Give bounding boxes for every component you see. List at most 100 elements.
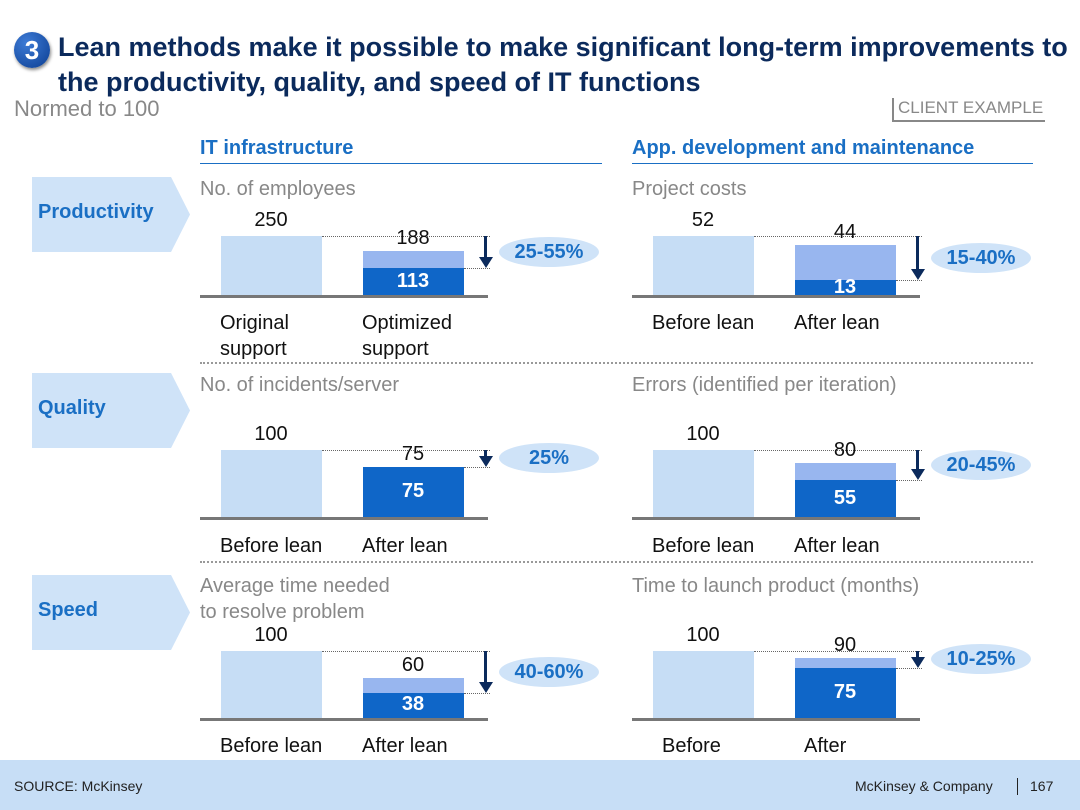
bar-after-optimized: [795, 480, 896, 517]
category-label: Original support: [220, 312, 289, 360]
value-label-after-optimized: 55: [833, 486, 857, 509]
row-label-text: Speed: [38, 599, 99, 621]
arrow-head-icon: [910, 269, 925, 281]
bar-after-optimized: [795, 667, 896, 718]
value-label-after-optimized: 75: [401, 479, 425, 502]
reference-line: [322, 651, 490, 652]
x-axis-line: [632, 718, 920, 721]
reference-line: [322, 450, 490, 451]
value-label-after-optimized: 113: [396, 269, 430, 292]
bar-before: [221, 651, 322, 718]
reference-line: [896, 667, 922, 669]
reference-line: [754, 236, 922, 237]
value-label-after-optimized: 75: [833, 680, 857, 703]
arrow-head-icon: [478, 681, 493, 693]
reduction-arrow-icon: [916, 450, 919, 471]
row-divider: [200, 561, 1033, 563]
client-example-tag: CLIENT EXAMPLE: [892, 98, 1046, 122]
bar-after-optimized: [363, 692, 464, 718]
subtitle: Normed to 100: [14, 96, 160, 121]
category-label: Before lean: [220, 535, 323, 557]
value-label-after-total: 44: [833, 221, 857, 244]
arrow-head-icon: [478, 257, 493, 269]
row-label-speed: Speed: [32, 575, 190, 650]
reference-line: [464, 692, 490, 694]
bar-after-optimized: [363, 268, 464, 295]
arrow-head-icon: [910, 469, 925, 481]
footer-bar: [0, 760, 1080, 810]
x-axis-line: [200, 718, 488, 721]
reference-line: [896, 280, 922, 282]
reference-line: [896, 480, 922, 482]
page-number: 167: [1017, 778, 1053, 795]
improvement-badge: 20-45%: [931, 450, 1031, 481]
reference-line: [754, 651, 922, 652]
category-label: Before: [662, 735, 721, 757]
category-label: Before lean: [652, 535, 755, 557]
x-axis-line: [632, 295, 920, 298]
category-label: After lean: [362, 535, 448, 557]
reduction-arrow-icon: [916, 651, 919, 658]
x-axis-line: [200, 517, 488, 520]
reference-line: [464, 466, 490, 468]
value-label-before: 100: [254, 624, 288, 646]
bar-after-optimized: [363, 466, 464, 517]
value-label-after-total: 188: [396, 226, 430, 249]
improvement-badge: 25%: [499, 443, 599, 474]
category-label: After: [804, 735, 847, 757]
row-label-text: Productivity: [38, 201, 154, 223]
value-label-before: 100: [686, 423, 720, 445]
source-note: SOURCE: McKinsey: [14, 778, 143, 794]
value-label-before: 100: [686, 624, 720, 646]
chart-title: Time to launch product (months): [632, 575, 920, 597]
value-label-after-optimized: 13: [833, 275, 857, 298]
category-label: Before lean: [652, 312, 755, 334]
reduction-arrow-icon: [484, 236, 487, 259]
improvement-badge: 10-25%: [931, 644, 1031, 675]
category-label: Optimized support: [362, 312, 453, 360]
reference-line: [464, 268, 490, 270]
value-label-before: 250: [254, 209, 288, 231]
slide-title: Lean methods make it possible to make si…: [58, 32, 1068, 97]
reduction-arrow-icon: [916, 236, 919, 271]
value-label-after-total: 80: [833, 439, 857, 462]
value-label-after-total: 60: [401, 653, 425, 676]
category-label: After lean: [362, 735, 448, 757]
bar-after-optimized: [795, 280, 896, 295]
x-axis-line: [200, 295, 488, 298]
reference-line: [754, 450, 922, 451]
row-label-text: Quality: [38, 397, 106, 419]
row-label-quality: Quality: [32, 373, 190, 448]
reference-line: [322, 236, 490, 237]
row-label-productivity: Productivity: [32, 177, 190, 252]
chart-title: No. of employees: [200, 178, 356, 200]
bar-before: [653, 450, 754, 517]
arrow-head-icon: [478, 455, 493, 467]
improvement-badge: 25-55%: [499, 237, 599, 268]
section-number-badge: 3: [14, 32, 50, 68]
bar-before: [653, 651, 754, 718]
improvement-badge: 15-40%: [931, 243, 1031, 274]
chart-title: No. of incidents/server: [200, 374, 399, 396]
chart-title: Average time needed to resolve problem: [200, 575, 390, 623]
category-label: Before lean: [220, 735, 323, 757]
arrow-head-icon: [910, 656, 925, 668]
value-label-after-optimized: 38: [401, 693, 425, 716]
reduction-arrow-icon: [484, 651, 487, 683]
category-label: After lean: [794, 535, 880, 557]
bar-before: [221, 450, 322, 517]
value-label-after-total: 75: [401, 442, 425, 465]
row-divider: [200, 362, 1033, 364]
value-label-after-total: 90: [833, 633, 857, 656]
x-axis-line: [632, 517, 920, 520]
company-name: McKinsey & Company: [855, 778, 993, 794]
reduction-arrow-icon: [484, 450, 487, 457]
chart-title: Project costs: [632, 178, 747, 200]
bar-before: [653, 236, 754, 295]
column-header-it-infrastructure: IT infrastructure: [200, 137, 602, 164]
improvement-badge: 40-60%: [499, 656, 599, 687]
value-label-before: 100: [254, 423, 288, 445]
column-header-app-development: App. development and maintenance: [632, 137, 1033, 164]
chart-title: Errors (identified per iteration): [632, 374, 897, 396]
bar-before: [221, 236, 322, 295]
